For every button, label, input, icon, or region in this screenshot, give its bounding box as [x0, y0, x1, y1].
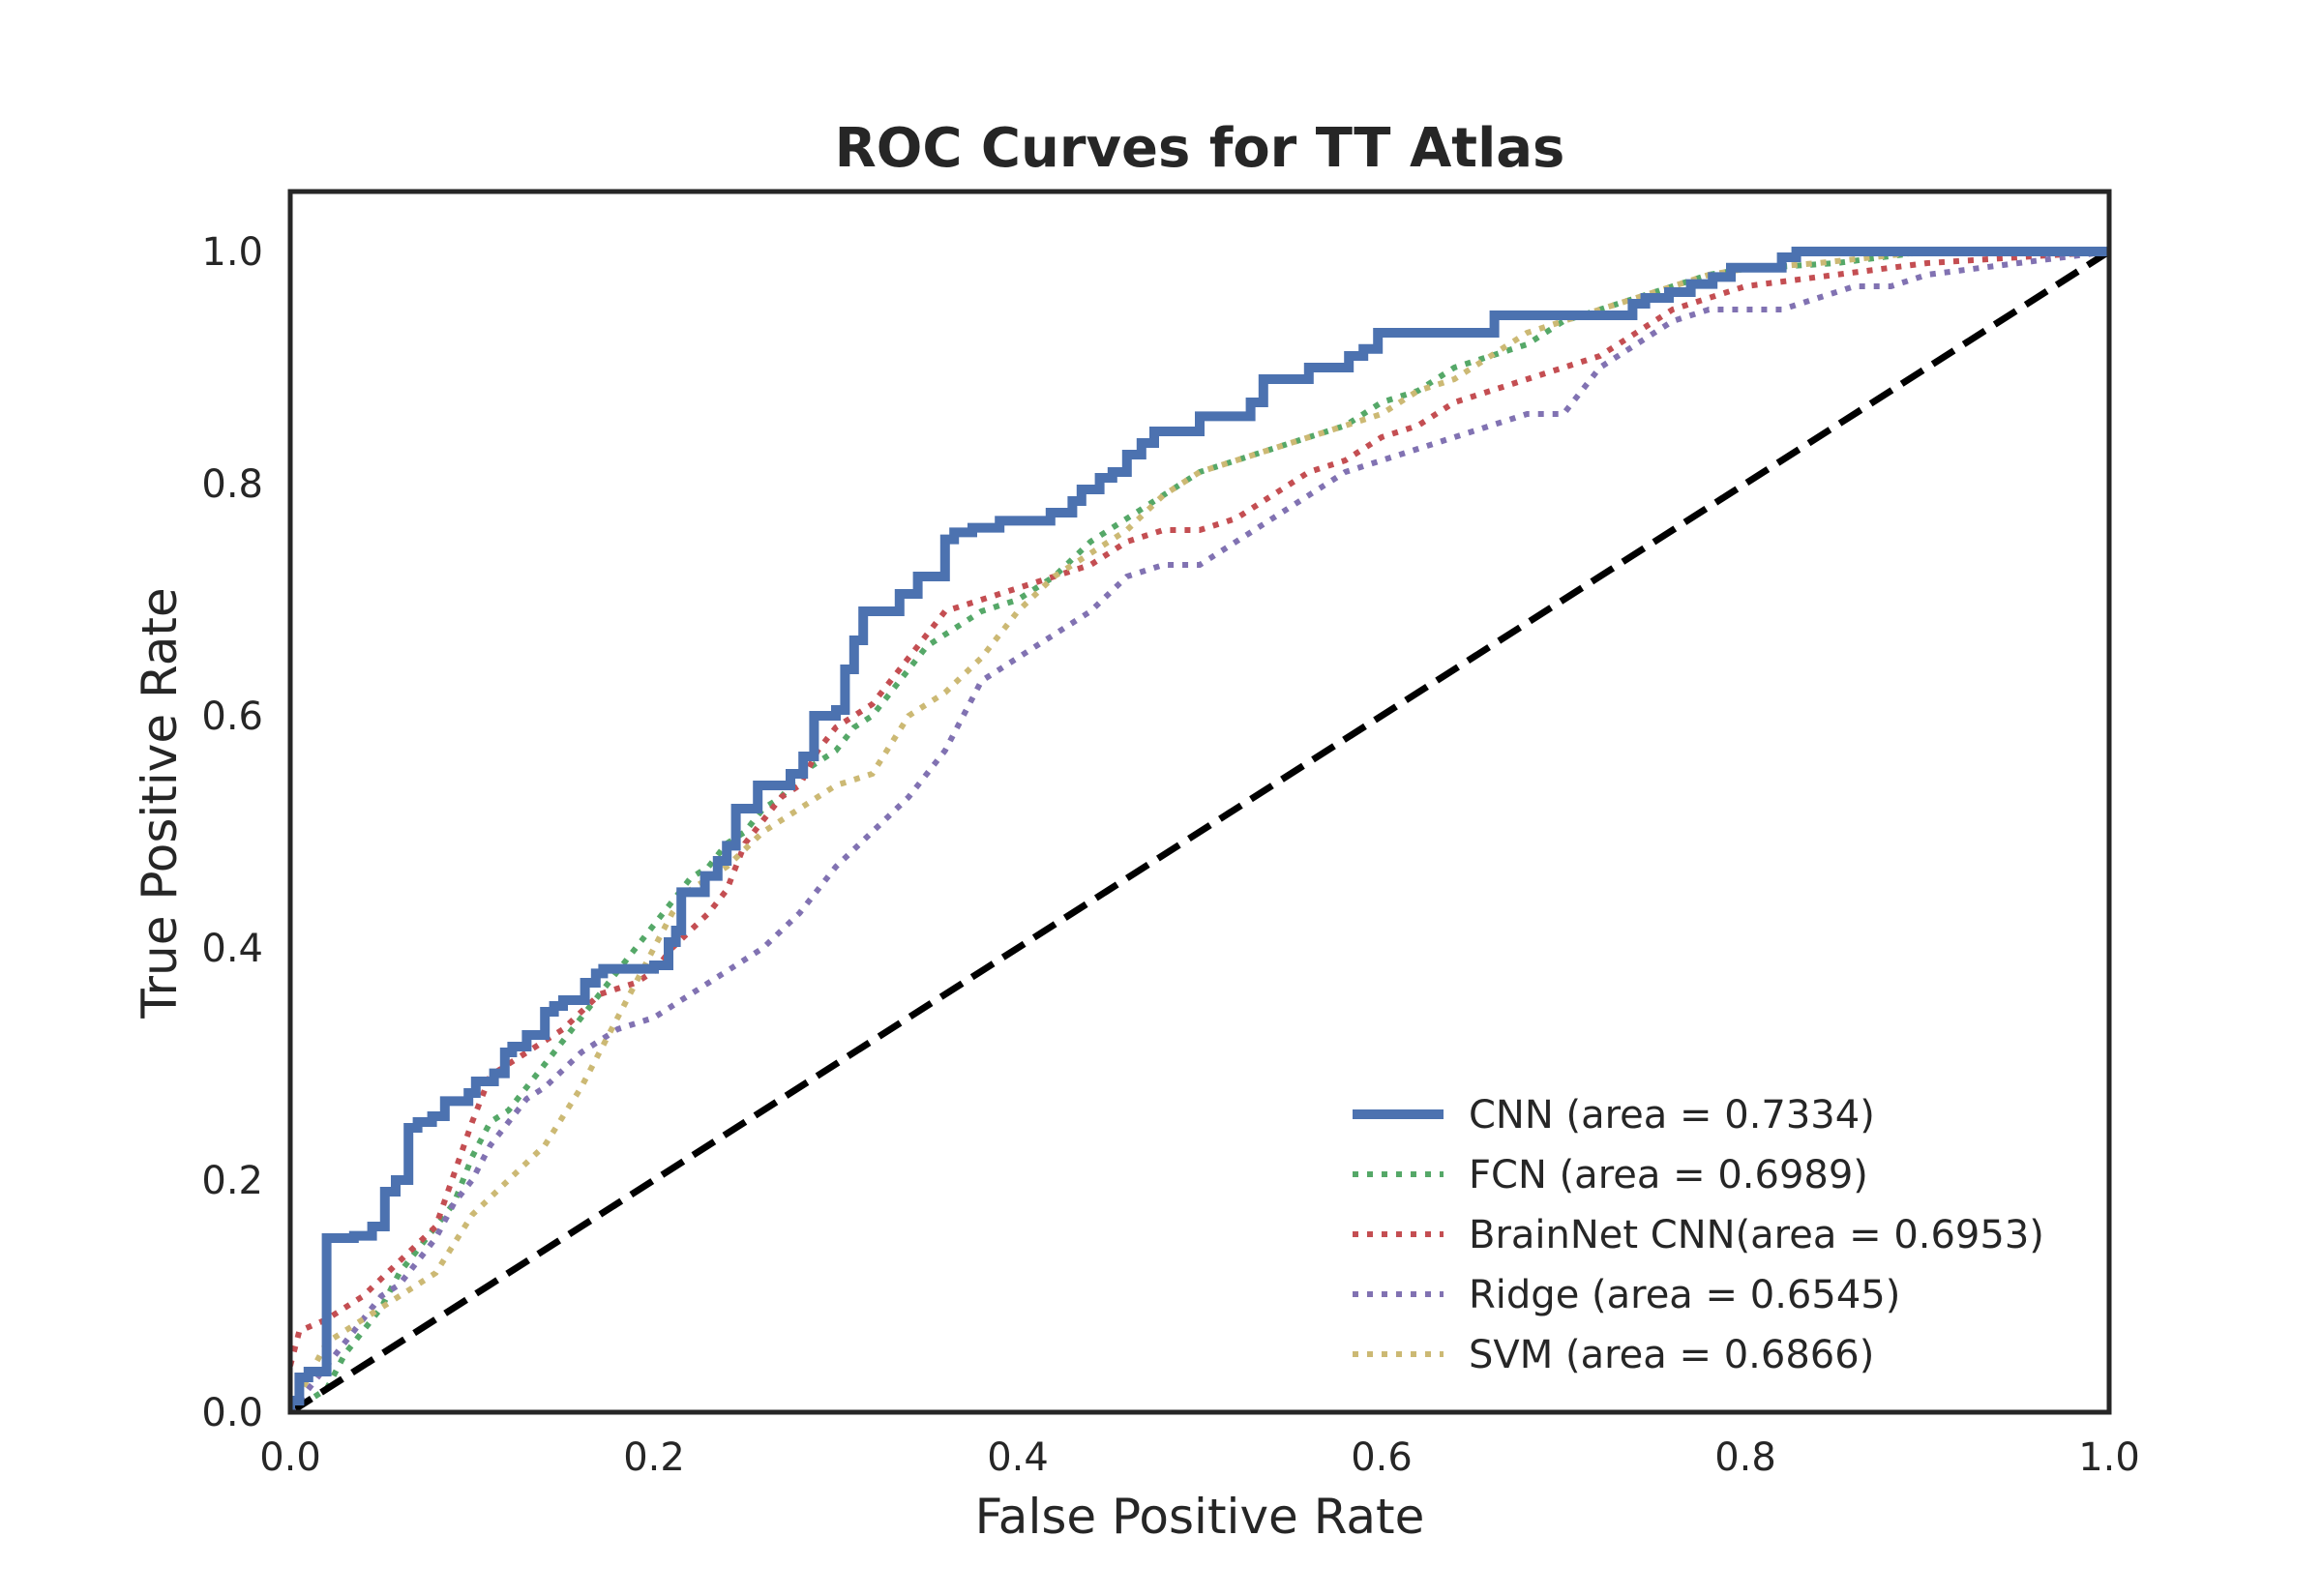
x-tick-label: 1.0	[2078, 1435, 2140, 1480]
x-tick-label: 0.6	[1351, 1435, 1413, 1480]
y-tick-label: 0.2	[201, 1159, 263, 1203]
legend-label: CNN (area = 0.7334)	[1469, 1093, 1875, 1138]
y-tick-label: 0.0	[201, 1391, 263, 1435]
y-tick-label: 0.4	[201, 927, 263, 971]
series-line-ridge	[290, 249, 2109, 1412]
chart-title: ROC Curves for TT Atlas	[835, 117, 1565, 180]
chance-line	[290, 249, 2109, 1412]
legend: CNN (area = 0.7334) FCN (area = 0.6989) Br…	[1353, 1093, 2044, 1377]
x-tick-label: 0.8	[1714, 1435, 1776, 1480]
x-axis-label: False Positive Rate	[975, 1489, 1425, 1545]
series-line-cnn	[290, 247, 2109, 1412]
y-axis-label: True Positive Rate	[132, 587, 188, 1019]
x-axis-ticks: 0.0 0.2 0.4 0.6 0.8 1.0	[259, 1435, 2140, 1480]
legend-label: Ridge (area = 0.6545)	[1469, 1273, 1900, 1317]
legend-label: SVM (area = 0.6866)	[1469, 1333, 1874, 1377]
series-line-fcn	[290, 249, 2109, 1412]
y-tick-label: 1.0	[201, 230, 263, 275]
legend-label: FCN (area = 0.6989)	[1469, 1153, 1868, 1197]
y-axis-ticks: 0.0 0.2 0.4 0.6 0.8 1.0	[201, 230, 263, 1435]
y-tick-label: 0.6	[201, 695, 263, 739]
x-tick-label: 0.0	[259, 1435, 321, 1480]
y-tick-label: 0.8	[201, 462, 263, 507]
legend-label: BrainNet CNN(area = 0.6953)	[1469, 1213, 2044, 1257]
plot-frame	[287, 189, 2112, 1415]
plot-area	[290, 247, 2109, 1412]
x-tick-label: 0.4	[987, 1435, 1049, 1480]
x-tick-label: 0.2	[623, 1435, 685, 1480]
series-line-brainnet	[290, 249, 2109, 1367]
